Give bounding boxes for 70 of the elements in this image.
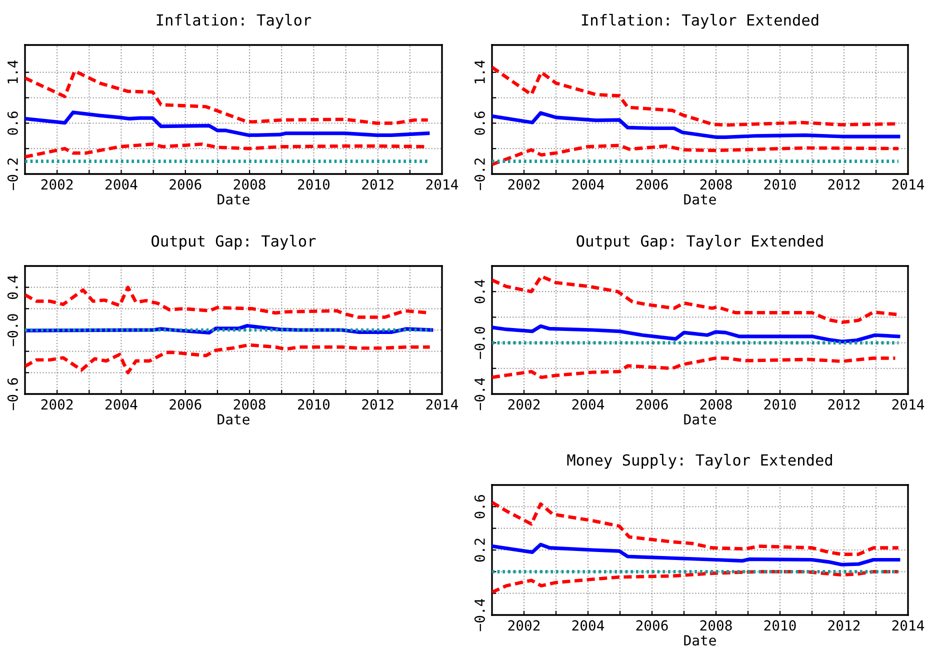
y-tick-label: 0.6 [7, 112, 18, 135]
x-tick-label: 2010 [764, 620, 796, 631]
y-tick-label: −0.0 [474, 326, 485, 359]
x-tick-label: 2002 [41, 399, 73, 410]
x-tick-label: 2010 [764, 399, 796, 410]
x-tick-label: 2012 [362, 399, 394, 410]
y-tick-label: −0.4 [474, 378, 485, 410]
x-tick-label: 2004 [572, 179, 604, 190]
y-tick-label: −0.4 [474, 598, 485, 632]
line-series [492, 324, 900, 344]
x-tick-label: 2002 [508, 399, 540, 410]
y-tick-label: 0.6 [474, 495, 485, 518]
x-axis-title: Date [684, 194, 716, 205]
x-tick-label: 2010 [298, 179, 330, 190]
x-tick-label: 2002 [508, 179, 540, 190]
chart-title: Output Gap: Taylor Extended [576, 234, 823, 250]
x-tick-label: 2008 [700, 620, 732, 631]
x-tick-label: 2012 [828, 179, 860, 190]
x-tick-label: 2008 [700, 399, 732, 410]
line-series [492, 144, 900, 166]
x-tick-label: 2014 [426, 179, 458, 190]
x-tick-label: 2014 [892, 399, 924, 410]
x-axis-title: Date [218, 194, 250, 205]
x-axis-title: Date [684, 414, 716, 425]
x-tick-label: 2008 [234, 399, 266, 410]
y-tick-label: −0.2 [474, 158, 485, 190]
x-tick-label: 2012 [362, 179, 394, 190]
x-tick-label: 2006 [636, 620, 668, 631]
x-tick-label: 2014 [426, 399, 458, 410]
x-tick-label: 2012 [828, 399, 860, 410]
x-axis-title: Date [218, 414, 250, 425]
y-tick-label: −0.6 [7, 378, 18, 410]
y-tick-label: 1.4 [474, 60, 485, 84]
chart-title: Output Gap: Taylor [152, 234, 316, 250]
x-tick-label: 2008 [234, 179, 266, 190]
y-tick-label: −0.0 [7, 314, 18, 346]
x-tick-label: 2004 [572, 399, 604, 410]
x-tick-label: 2006 [170, 179, 202, 190]
x-tick-label: 2004 [106, 399, 138, 410]
chart-title: Money Supply: Taylor Extended [567, 454, 832, 469]
x-tick-label: 2010 [764, 179, 796, 190]
x-tick-label: 2014 [892, 620, 924, 631]
x-tick-label: 2008 [700, 179, 732, 190]
x-tick-label: 2006 [636, 179, 668, 190]
chart-title: Inflation: Taylor Extended [582, 14, 818, 29]
x-tick-label: 2004 [106, 179, 138, 190]
x-tick-label: 2014 [892, 179, 924, 190]
x-tick-label: 2004 [572, 620, 604, 631]
x-tick-label: 2002 [508, 620, 540, 631]
chart-title: Inflation: Taylor [156, 14, 312, 29]
y-tick-label: 1.4 [8, 60, 18, 84]
y-tick-label: −0.2 [7, 158, 18, 190]
x-tick-label: 2006 [170, 399, 202, 410]
line-series [25, 110, 430, 138]
y-tick-label: 0.2 [474, 538, 485, 562]
line-series [25, 343, 432, 374]
x-tick-label: 2012 [828, 620, 860, 631]
y-tick-label: 0.4 [7, 275, 18, 299]
y-tick-label: 0.6 [474, 112, 485, 135]
line-series [492, 111, 900, 139]
line-series [492, 570, 900, 594]
line-series [492, 500, 900, 556]
x-tick-label: 2002 [41, 179, 73, 190]
x-tick-label: 2010 [298, 399, 330, 410]
line-series [492, 356, 897, 380]
line-series [25, 69, 430, 125]
line-series [492, 542, 900, 566]
y-tick-label: 0.4 [474, 280, 485, 304]
x-tick-label: 2006 [636, 399, 668, 410]
x-axis-title: Date [684, 635, 716, 646]
